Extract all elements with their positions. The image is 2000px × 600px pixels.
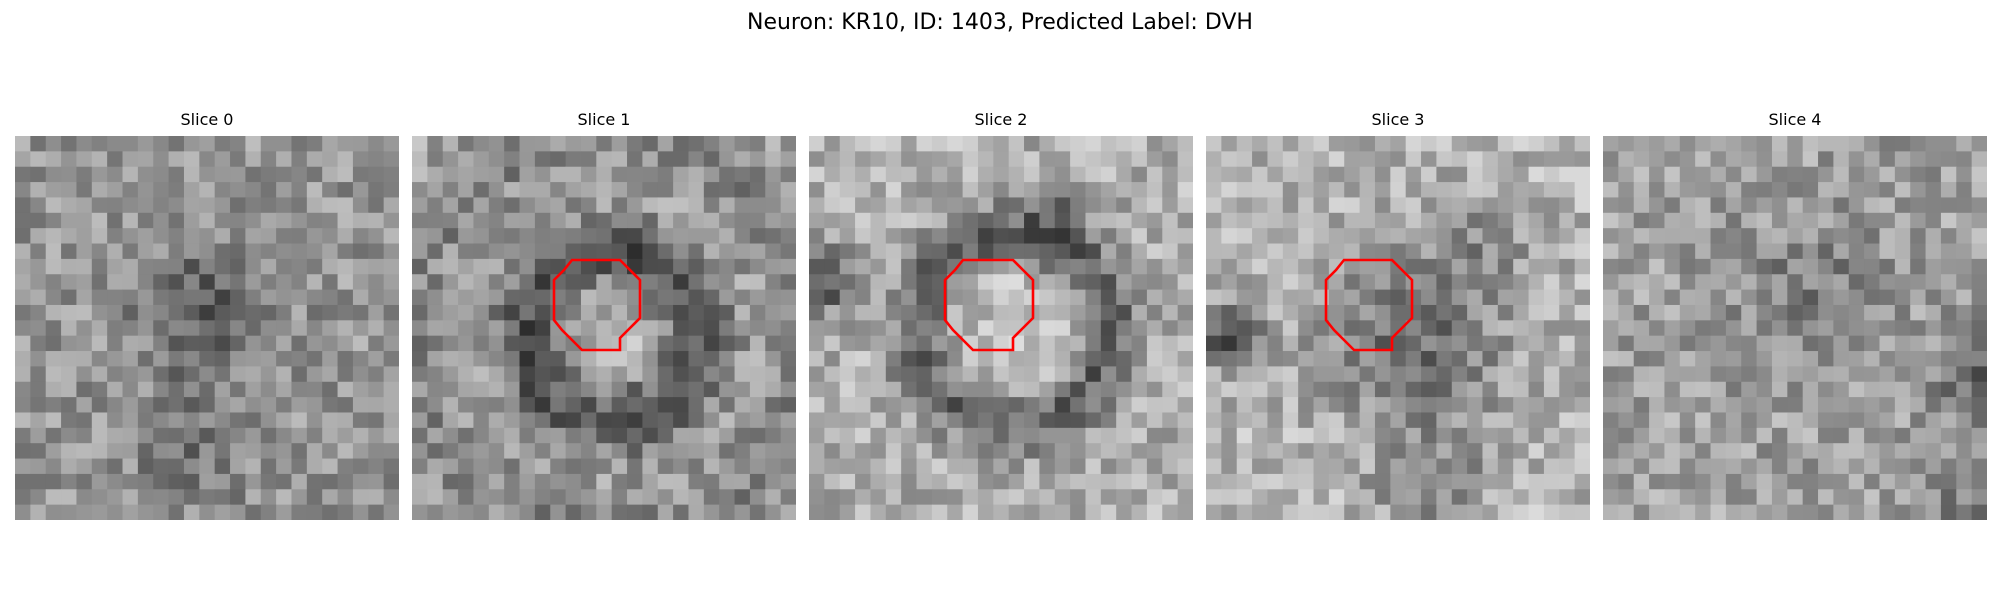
roi-contour xyxy=(943,258,1035,352)
slice-image-3 xyxy=(1206,136,1590,520)
slice-title-3: Slice 3 xyxy=(1371,110,1425,129)
slice-image-4 xyxy=(1603,136,1987,520)
slice-panel-1: Slice 1 xyxy=(412,108,796,520)
slice-title-1: Slice 1 xyxy=(577,110,631,129)
slice-panel-2: Slice 2 xyxy=(809,108,1193,520)
slice-panel-4: Slice 4 xyxy=(1603,108,1987,520)
roi-contour xyxy=(1324,258,1414,352)
roi-contour xyxy=(552,258,642,352)
slice-image-2 xyxy=(809,136,1193,520)
figure-title: Neuron: KR10, ID: 1403, Predicted Label:… xyxy=(747,10,1253,35)
slice-title-2: Slice 2 xyxy=(974,110,1028,129)
slice-image-1 xyxy=(412,136,796,520)
slice-panel-0: Slice 0 xyxy=(15,108,399,520)
slice-image-0 xyxy=(15,136,399,520)
slice-panel-3: Slice 3 xyxy=(1206,108,1590,520)
slice-title-4: Slice 4 xyxy=(1768,110,1822,129)
slice-title-0: Slice 0 xyxy=(180,110,234,129)
